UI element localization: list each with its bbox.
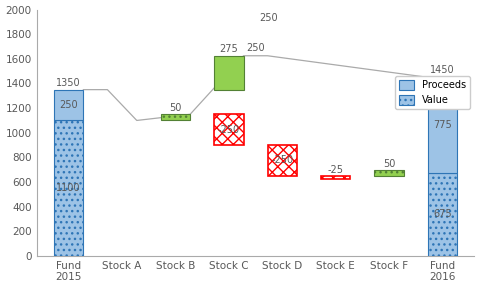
Text: 50: 50 [383,159,395,169]
Bar [214,56,243,90]
Text: 50: 50 [169,103,181,113]
Text: -25: -25 [328,165,344,175]
Text: 250: 250 [246,43,265,53]
Bar [214,114,243,145]
Text: 775: 775 [433,120,452,130]
Text: 1450: 1450 [430,65,455,75]
Text: 1100: 1100 [57,183,81,193]
Bar [54,120,84,256]
Bar [321,176,350,179]
Bar [267,145,297,176]
Text: -250: -250 [218,125,240,135]
Text: 250: 250 [60,100,78,110]
Text: 275: 275 [219,44,238,54]
Text: 675: 675 [433,209,452,219]
Bar [428,173,457,256]
Legend: Proceeds, Value: Proceeds, Value [396,76,469,109]
Text: 1350: 1350 [56,78,81,88]
Bar [428,77,457,173]
Bar [161,114,190,120]
Bar [374,170,404,176]
Bar [54,90,84,120]
Text: 250: 250 [260,13,278,23]
Text: -250: -250 [271,156,293,166]
